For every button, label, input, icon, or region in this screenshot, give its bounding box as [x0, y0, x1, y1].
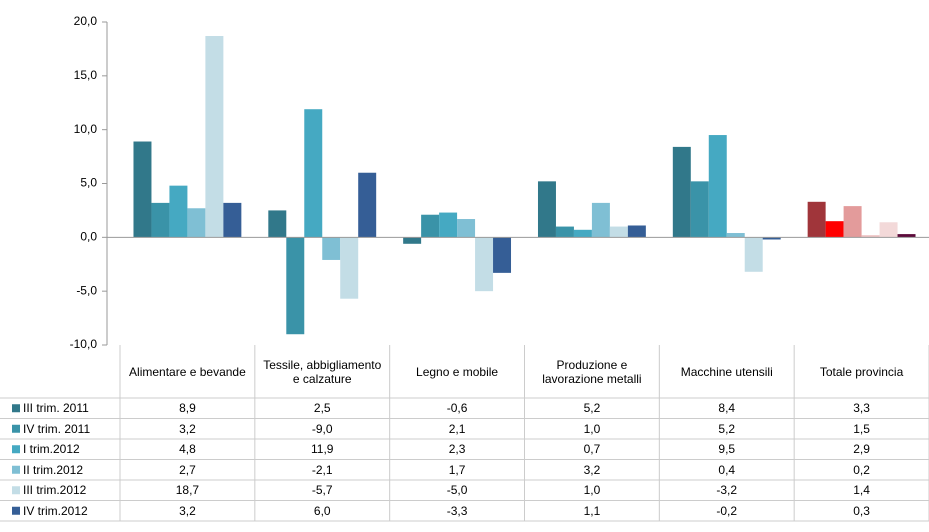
bar [555, 226, 574, 238]
value-label: 3,2 [179, 503, 196, 518]
y-tick-label: -10,0 [70, 337, 98, 351]
category-label: Macchine utensili [680, 364, 773, 379]
bar [322, 237, 341, 260]
bar [205, 35, 224, 238]
bar [672, 146, 691, 238]
category-label: Produzione e lavorazione metalli [542, 357, 642, 386]
bar [439, 212, 458, 238]
value-label: 8,9 [179, 401, 196, 416]
value-label: 3,2 [179, 421, 196, 436]
legend-label: III trim.2012 [23, 483, 87, 498]
value-label: -9,0 [311, 421, 333, 436]
y-tick-label: 20,0 [74, 14, 98, 28]
value-label: -0,6 [446, 401, 468, 416]
value-label: 0,7 [583, 442, 601, 457]
bar [475, 237, 494, 292]
value-label: 2,3 [448, 442, 466, 457]
bar [403, 237, 422, 244]
bar [133, 141, 152, 238]
bar [879, 222, 898, 238]
category-label: Totale provincia [819, 364, 904, 379]
y-tick-label: 15,0 [74, 68, 98, 82]
value-label: 1,1 [583, 503, 601, 518]
bar [744, 237, 763, 272]
value-label: 1,7 [448, 462, 466, 477]
bar [268, 210, 287, 238]
legend-label: II trim.2012 [23, 462, 84, 477]
bar [457, 219, 476, 238]
value-label: 1,0 [583, 483, 601, 498]
value-label: -0,2 [716, 503, 738, 518]
bar [169, 185, 188, 238]
value-label: 0,4 [718, 462, 736, 477]
legend-swatch [12, 486, 20, 495]
value-label: 8,4 [718, 401, 736, 416]
legend-label: III trim. 2011 [23, 401, 89, 416]
legend-swatch [12, 465, 20, 474]
bar [187, 208, 206, 238]
bar [151, 202, 170, 238]
bar [304, 109, 323, 238]
value-label: 5,2 [583, 401, 601, 416]
value-label: 1,0 [583, 421, 601, 436]
value-label: -5,7 [311, 483, 333, 498]
legend-swatch [12, 506, 20, 515]
value-label: 3,2 [583, 462, 601, 477]
value-label: 0,3 [853, 503, 870, 518]
value-label: 6,0 [313, 503, 331, 518]
value-label: 2,1 [448, 421, 466, 436]
value-label: 4,8 [179, 442, 196, 457]
value-label: -5,0 [446, 483, 468, 498]
value-label: 9,5 [718, 442, 736, 457]
legend-swatch [12, 424, 20, 433]
value-label: 1,5 [853, 421, 870, 436]
value-label: 0,2 [853, 462, 870, 477]
value-label: 2,9 [853, 442, 870, 457]
bar [690, 181, 709, 238]
y-tick-label: 10,0 [74, 122, 98, 136]
category-label: Tessile, abbigliamento e calzature [263, 357, 382, 386]
y-tick-label: 5,0 [80, 176, 97, 190]
value-label: -3,2 [716, 483, 738, 498]
y-tick-label: 0,0 [80, 230, 97, 244]
value-label: 2,7 [179, 462, 196, 477]
y-tick-label: -5,0 [76, 283, 97, 297]
bar [762, 237, 781, 240]
bar [897, 234, 916, 238]
bar [609, 226, 628, 238]
bar [573, 229, 592, 238]
value-label: 11,9 [311, 442, 334, 457]
bar [726, 233, 745, 238]
bar [591, 202, 610, 238]
bar [223, 202, 242, 238]
bar [286, 237, 305, 335]
legend-label: I trim.2012 [23, 442, 80, 457]
value-label: -2,1 [311, 462, 333, 477]
value-label: 5,2 [718, 421, 736, 436]
value-label: -3,3 [446, 503, 468, 518]
bar [843, 206, 862, 238]
legend-swatch [12, 404, 20, 413]
bar [421, 214, 440, 238]
bar [340, 237, 359, 299]
bar [358, 172, 377, 238]
category-label: Alimentare e bevande [129, 364, 246, 379]
value-label: 1,4 [853, 483, 870, 498]
legend-label: IV trim.2012 [23, 503, 88, 518]
legend-swatch [12, 445, 20, 454]
bar [493, 237, 512, 273]
bar [537, 181, 556, 238]
bar [861, 235, 880, 238]
bar [825, 221, 844, 238]
bar [807, 201, 826, 238]
value-label: 18,7 [175, 483, 200, 498]
value-label: 2,5 [313, 401, 331, 416]
value-label: 3,3 [853, 401, 870, 416]
bar [708, 135, 727, 238]
legend-label: IV trim. 2011 [23, 421, 91, 436]
category-label: Legno e mobile [416, 364, 499, 379]
bar [627, 225, 646, 238]
